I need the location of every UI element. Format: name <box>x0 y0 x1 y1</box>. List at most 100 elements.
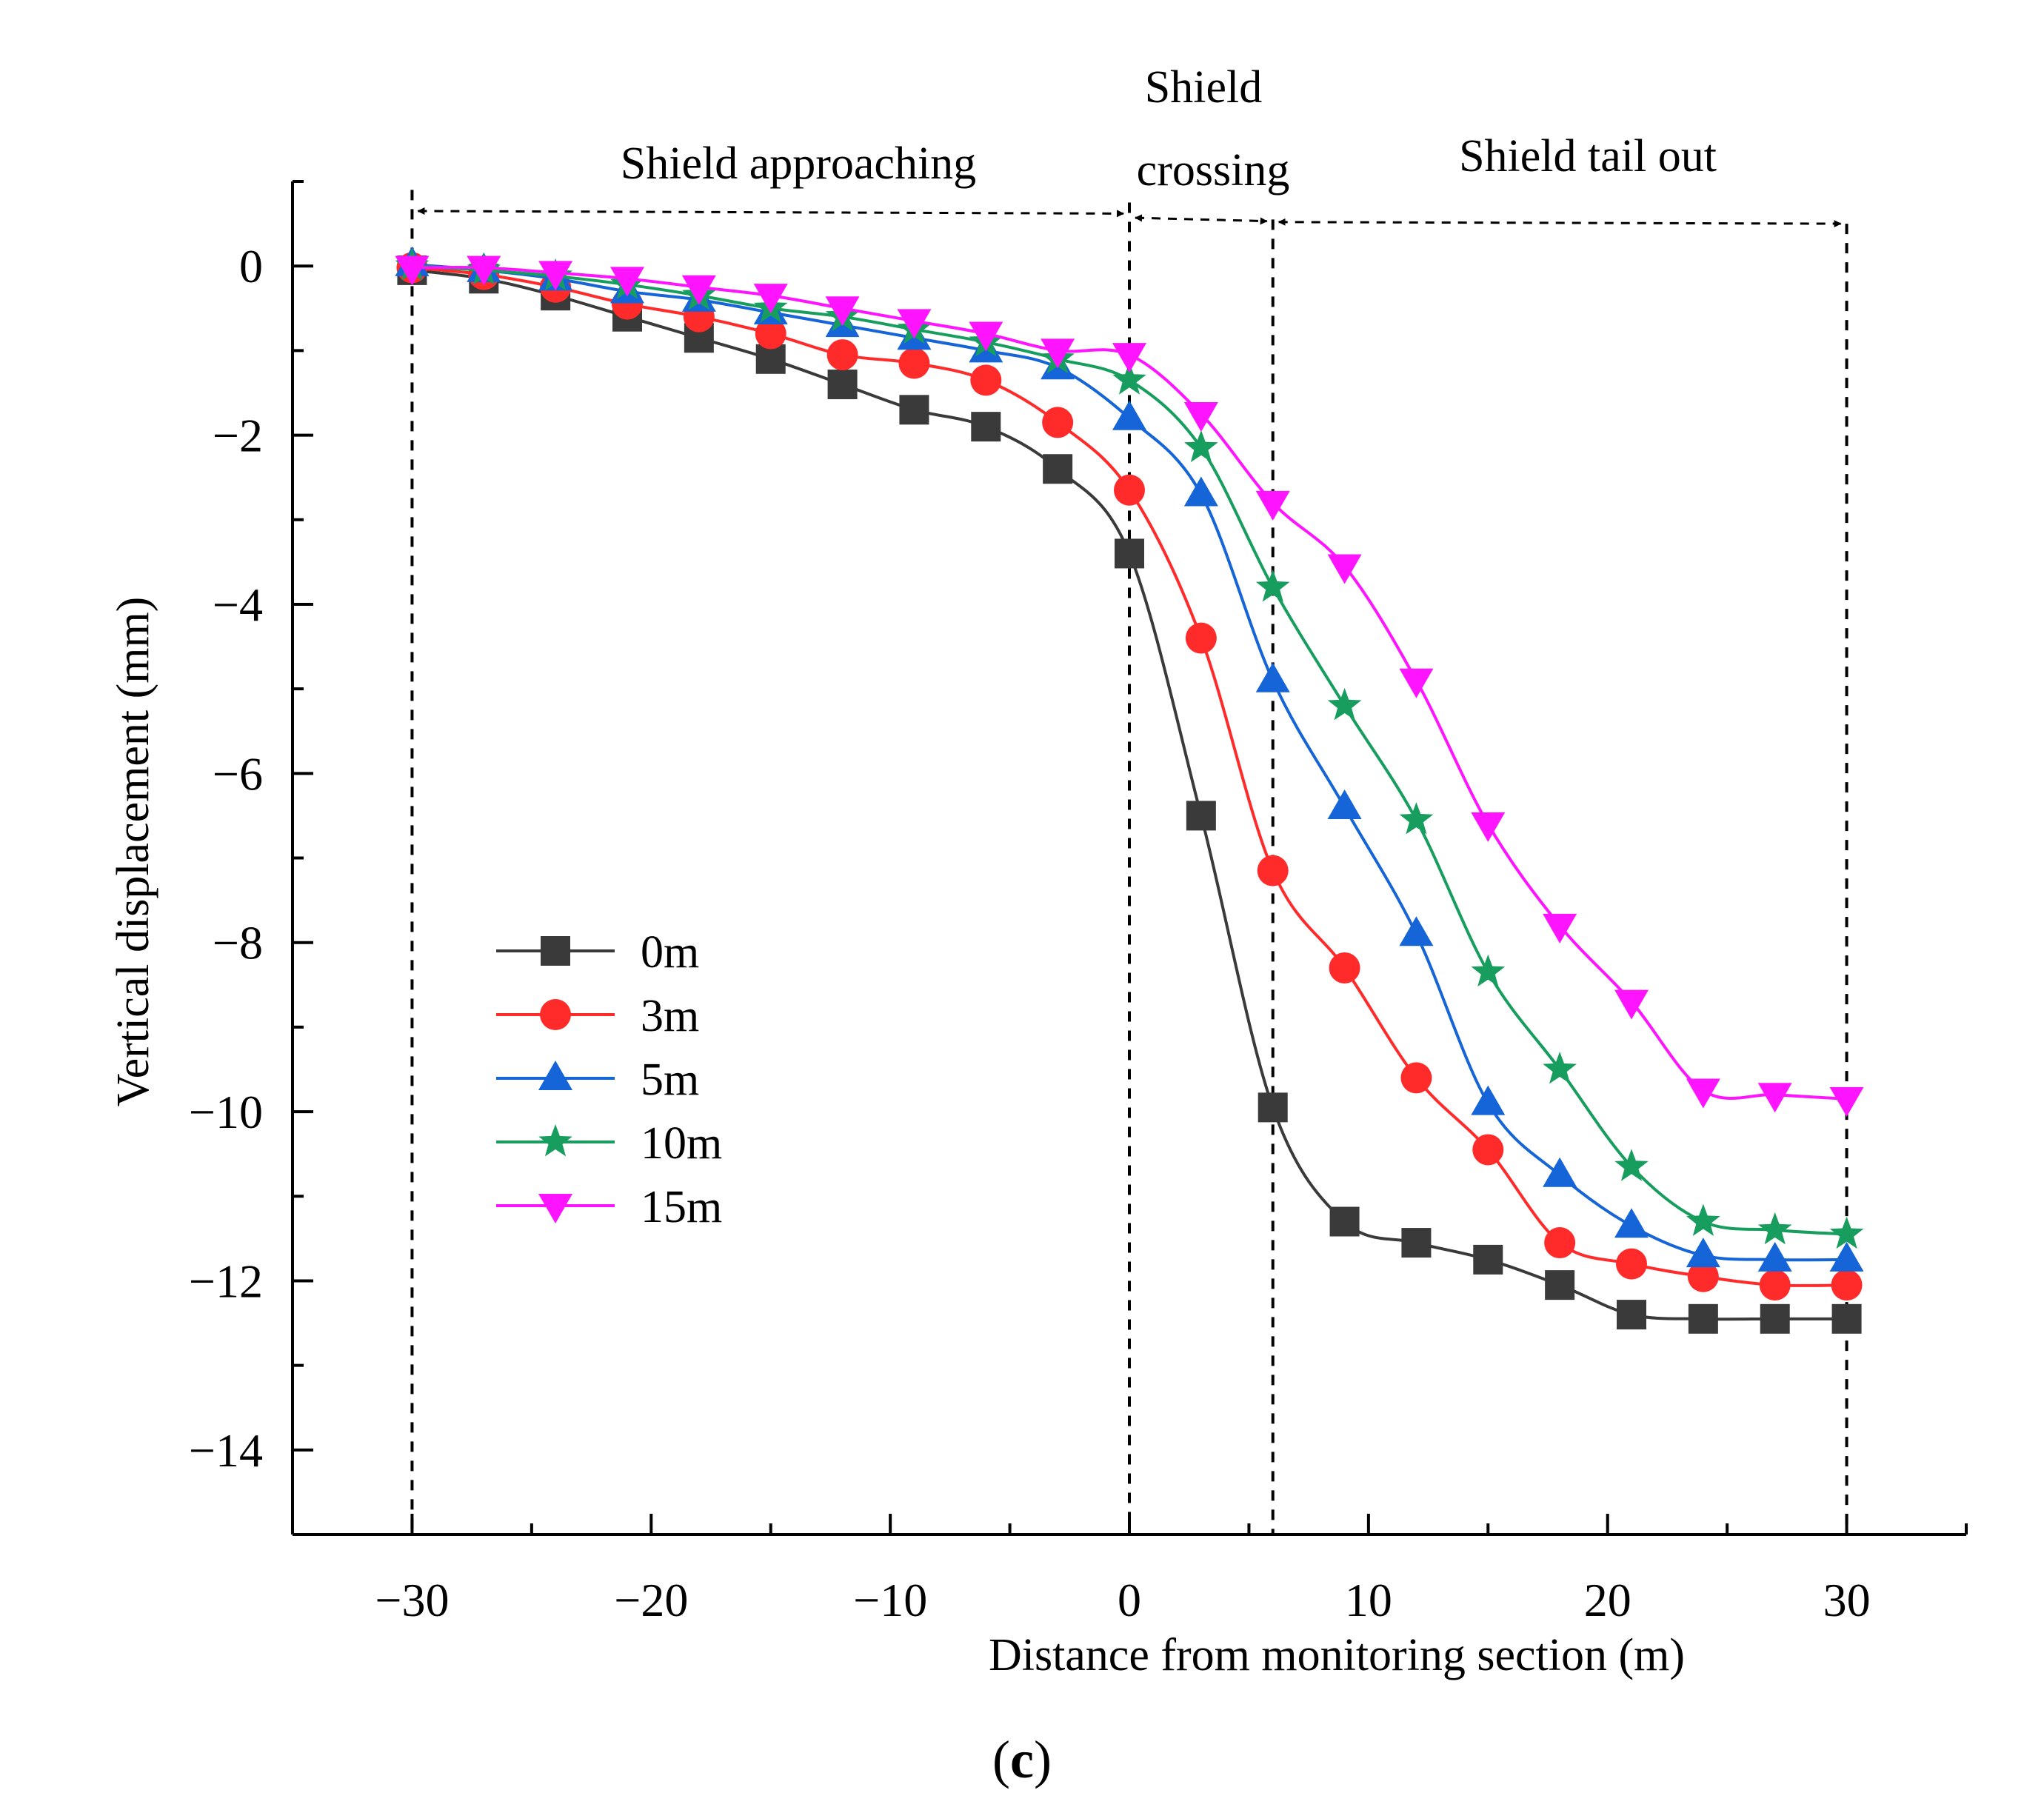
data-point-5m <box>1471 1085 1506 1115</box>
annotation-shield-approaching: Shield approaching <box>621 138 976 189</box>
data-point-3m <box>1472 1134 1504 1166</box>
data-point-0m <box>1688 1303 1718 1334</box>
data-point-15m <box>395 256 430 286</box>
data-point-3m <box>1042 407 1074 438</box>
legend-label: 5m <box>641 1055 699 1105</box>
x-tick-label: −20 <box>614 1574 688 1626</box>
x-tick-label: 20 <box>1584 1574 1631 1626</box>
legend-label: 15m <box>641 1182 722 1232</box>
data-point-10m <box>1757 1212 1792 1245</box>
data-point-3m <box>1400 1062 1432 1094</box>
legend-item-5m: 5m <box>496 1055 699 1105</box>
y-tick-label: −4 <box>213 578 263 631</box>
stage-boundary-lines <box>410 190 1848 1535</box>
legend-item-0m: 0m <box>496 927 699 978</box>
legend-marker <box>540 999 571 1030</box>
data-point-5m <box>1327 789 1362 819</box>
y-tick-label: −10 <box>189 1086 263 1138</box>
data-point-15m <box>825 296 860 327</box>
data-point-10m <box>1686 1203 1720 1236</box>
legend-item-10m: 10m <box>496 1118 722 1169</box>
data-point-0m <box>1258 1092 1288 1123</box>
data-point-0m <box>1545 1270 1575 1300</box>
data-point-0m <box>971 412 1001 442</box>
data-point-10m <box>1184 430 1218 463</box>
data-point-3m <box>1831 1269 1863 1301</box>
data-point-0m <box>1760 1303 1790 1334</box>
y-axis-title: Vertical displacement (mm) <box>108 597 158 1107</box>
legend-label: 0m <box>641 927 699 978</box>
data-point-10m <box>1112 362 1146 395</box>
data-point-0m <box>1401 1228 1432 1258</box>
data-point-3m <box>898 347 930 379</box>
data-point-3m <box>1185 622 1217 654</box>
data-point-3m <box>1114 474 1145 506</box>
legend-label: 10m <box>641 1118 722 1169</box>
x-tick-label: 0 <box>1118 1574 1141 1626</box>
y-tick-label: −14 <box>189 1424 263 1477</box>
arrow-tail-out <box>1278 218 1842 228</box>
data-point-10m <box>1471 954 1506 987</box>
y-tick-label: 0 <box>239 240 263 293</box>
data-point-0m <box>1329 1206 1360 1237</box>
panel-label: (c) <box>992 1730 1052 1789</box>
data-point-15m <box>610 267 644 297</box>
data-point-3m <box>970 364 1002 396</box>
x-axis-title: Distance from monitoring section (m) <box>989 1630 1685 1680</box>
data-point-0m <box>1115 538 1144 569</box>
data-point-3m <box>1759 1269 1791 1301</box>
data-point-15m <box>1829 1086 1864 1117</box>
data-point-5m <box>1399 916 1434 946</box>
data-point-3m <box>1329 952 1360 984</box>
data-point-5m <box>1757 1241 1792 1272</box>
legend-marker <box>541 936 570 966</box>
data-point-15m <box>1757 1083 1792 1113</box>
data-point-5m <box>1255 662 1290 692</box>
legend-marker <box>538 1061 572 1090</box>
data-point-0m <box>899 395 929 425</box>
data-point-3m <box>1544 1227 1576 1259</box>
data-point-10m <box>1829 1216 1864 1249</box>
data-point-3m <box>755 318 786 350</box>
data-point-15m <box>681 275 716 305</box>
data-point-0m <box>827 370 858 400</box>
data-point-5m <box>1543 1157 1577 1187</box>
data-point-0m <box>1473 1244 1503 1275</box>
x-tick-label: 30 <box>1823 1574 1871 1626</box>
data-point-5m <box>1614 1208 1649 1238</box>
data-point-3m <box>1616 1248 1647 1280</box>
data-point-15m <box>1327 554 1362 584</box>
data-point-15m <box>753 284 788 314</box>
arrow-approaching <box>417 207 1124 218</box>
axes: −30 −20 −10 0 10 20 30 0 −2 −4 −6 −8 −10 −12 −14 <box>189 180 1968 1626</box>
x-tick-label: −10 <box>853 1574 927 1626</box>
data-point-3m <box>826 339 858 371</box>
data-point-15m <box>1183 402 1218 433</box>
annotation-shield-tail-out: Shield tail out <box>1459 131 1717 181</box>
panel-label-letter: c <box>1010 1730 1034 1789</box>
legend-item-3m: 3m <box>496 991 699 1041</box>
legend-item-15m: 15m <box>496 1182 722 1232</box>
data-point-15m <box>969 321 1003 352</box>
panel-label-open: ( <box>992 1730 1010 1789</box>
panel-label-close: ) <box>1034 1730 1052 1789</box>
data-point-0m <box>1043 454 1073 484</box>
arrow-crossing <box>1135 214 1268 225</box>
legend-label: 3m <box>641 991 699 1041</box>
annotation-shield-crossing-line2: crossing <box>1137 145 1290 196</box>
annotation-shield-crossing-line1: Shield <box>1145 62 1262 113</box>
y-tick-label: −8 <box>213 917 263 969</box>
data-series <box>395 246 1864 1334</box>
y-tick-label: −6 <box>213 747 263 800</box>
data-point-15m <box>1112 343 1146 373</box>
data-point-10m <box>1614 1149 1649 1181</box>
data-point-10m <box>1327 688 1362 721</box>
stage-annotations: Shield approaching Shield crossing Shiel… <box>621 62 1717 196</box>
data-point-15m <box>538 261 573 291</box>
data-point-5m <box>1829 1241 1864 1272</box>
data-point-0m <box>1617 1300 1646 1330</box>
data-point-10m <box>1543 1052 1577 1084</box>
data-point-15m <box>1543 913 1577 944</box>
